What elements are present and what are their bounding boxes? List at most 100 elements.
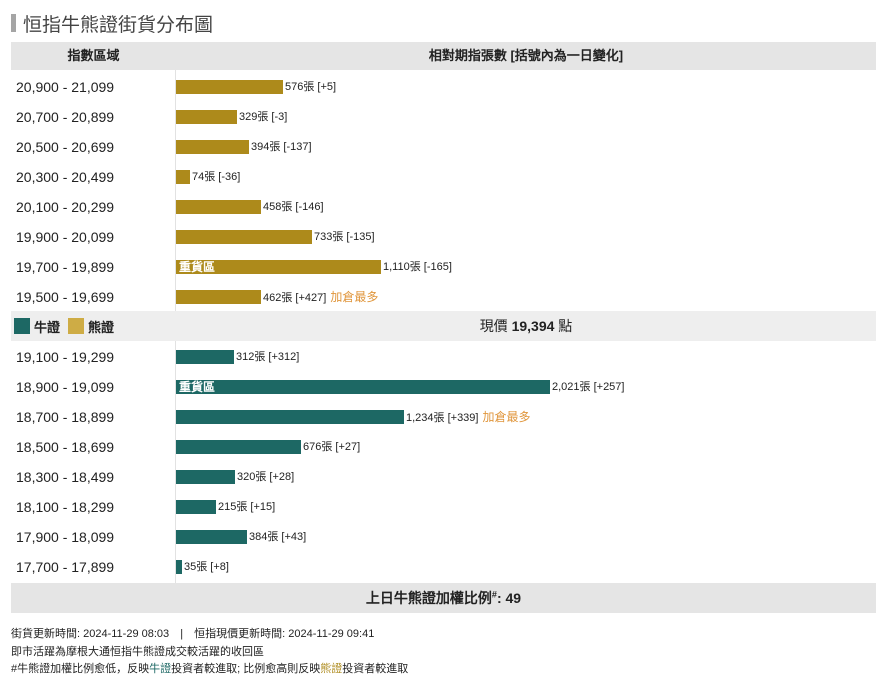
note2-bear: 熊證 [320, 663, 343, 675]
range-label: 19,500 - 19,699 [16, 289, 115, 305]
bar-value-label: 1,234張 [+339] 加倉最多 [406, 410, 531, 424]
footer-note-1: 即市活躍為摩根大通恒指牛熊證成交較活躍的收回區 [11, 646, 264, 658]
divider-top [175, 70, 176, 311]
current-price-prefix: 現價 [479, 318, 508, 334]
bar-value-label: 676張 [+27] [303, 441, 361, 453]
range-label: 19,900 - 20,099 [16, 229, 115, 245]
bull-bar [176, 500, 216, 514]
range-label: 19,700 - 19,899 [16, 259, 115, 275]
range-label: 20,300 - 20,499 [16, 169, 115, 185]
header-count: 相對期指張數 [括號內為一日變化] [428, 48, 624, 63]
bull-bar [176, 560, 182, 574]
note2-part-b: 投資者較進取; 比例愈高則反映 [171, 663, 321, 675]
bar-value-label: 329張 [-3] [239, 111, 288, 123]
table-row: 19,100 - 19,299 312張 [+312] [11, 342, 876, 372]
bar-value-label: 1,110張 [-165] [383, 261, 452, 273]
range-label: 18,100 - 18,299 [16, 499, 115, 515]
current-price: 現價 19,394 點 [176, 311, 876, 341]
footer-separator: | [180, 628, 184, 640]
footer-times: 街貨更新時間: 2024-11-29 08:03 | 恒指現價更新時間: 202… [11, 625, 374, 641]
table-row: 20,900 - 21,099 576張 [+5] [11, 72, 876, 102]
price-time-label: 恒指現價更新時間: [194, 628, 286, 640]
table-row: 19,700 - 19,899 重貨區 1,110張 [-165] [11, 252, 876, 282]
weighted-ratio: 上日牛熊證加權比例#: 49 [11, 583, 876, 613]
bar-value-label: 74張 [-36] [192, 171, 241, 183]
bear-bar [176, 200, 261, 214]
range-label: 20,500 - 20,699 [16, 139, 115, 155]
bar-value-label: 384張 [+43] [249, 531, 307, 543]
table-row: 17,900 - 18,099 384張 [+43] [11, 522, 876, 552]
bull-bar [176, 440, 301, 454]
bull-bar [176, 470, 235, 484]
update-time: 2024-11-29 08:03 [83, 628, 170, 640]
range-label: 18,900 - 19,099 [16, 379, 115, 395]
table-row: 20,100 - 20,299 458張 [-146] [11, 192, 876, 222]
bear-bar [176, 80, 283, 94]
table-row: 18,700 - 18,899 1,234張 [+339] 加倉最多 [11, 402, 876, 432]
footer-note-2: #牛熊證加權比例愈低，反映牛證投資者較進取; 比例愈高則反映熊證投資者較進取 [11, 660, 408, 676]
range-label: 20,100 - 20,299 [16, 199, 115, 215]
ratio-label: 上日牛熊證加權比例 [365, 590, 492, 606]
range-label: 17,700 - 17,899 [16, 559, 115, 575]
bull-swatch [14, 318, 30, 334]
bar-value-label: 2,021張 [+257] [552, 381, 625, 393]
bear-bar [176, 260, 381, 274]
table-row: 18,500 - 18,699 676張 [+27] [11, 432, 876, 462]
price-time: 2024-11-29 09:41 [288, 628, 375, 640]
legend-bear: 熊證 [88, 319, 115, 335]
range-label: 20,900 - 21,099 [16, 79, 115, 95]
bar-value-label: 458張 [-146] [263, 201, 324, 213]
bear-bar [176, 230, 312, 244]
page-title: 恒指牛熊證街貨分布圖 [23, 13, 214, 36]
table-row: 20,700 - 20,899 329張 [-3] [11, 102, 876, 132]
bull-bar [176, 530, 247, 544]
header-range: 指數區域 [67, 48, 120, 63]
legend: 牛證 熊證 [14, 311, 114, 341]
bar-value-label: 394張 [-137] [251, 141, 312, 153]
table-row: 20,300 - 20,499 74張 [-36] [11, 162, 876, 192]
bear-bar [176, 140, 249, 154]
current-price-value: 19,394 [511, 318, 555, 334]
bull-bar [176, 350, 234, 364]
heavy-zone-label: 重貨區 [179, 260, 216, 274]
range-label: 18,300 - 18,499 [16, 469, 115, 485]
bar-value-label: 312張 [+312] [236, 351, 300, 363]
most-added-label: 加倉最多 [482, 410, 531, 424]
current-price-band: 牛證 熊證 現價 19,394 點 [11, 311, 876, 341]
bull-bar [176, 410, 404, 424]
bar-value-label: 35張 [+8] [184, 561, 229, 573]
table-row: 17,700 - 17,899 35張 [+8] [11, 552, 876, 582]
divider-bottom [175, 341, 176, 583]
range-label: 20,700 - 20,899 [16, 109, 115, 125]
update-time-label: 街貨更新時間: [11, 628, 81, 640]
table-row: 18,900 - 19,099 重貨區 2,021張 [+257] [11, 372, 876, 402]
most-added-label: 加倉最多 [330, 290, 379, 304]
bar-value-label: 320張 [+28] [237, 471, 295, 483]
table-row: 18,100 - 18,299 215張 [+15] [11, 492, 876, 522]
range-label: 17,900 - 18,099 [16, 529, 115, 545]
title-accent-bar [11, 14, 16, 32]
range-label: 18,500 - 18,699 [16, 439, 115, 455]
bar-value-label: 733張 [-135] [314, 231, 375, 243]
table-row: 20,500 - 20,699 394張 [-137] [11, 132, 876, 162]
current-price-unit: 點 [558, 318, 573, 334]
bear-bar [176, 110, 237, 124]
ratio-value: 49 [505, 590, 522, 606]
bar-value-label: 462張 [+427] 加倉最多 [263, 290, 379, 304]
legend-bull: 牛證 [34, 319, 61, 335]
table-row: 19,500 - 19,699 462張 [+427] 加倉最多 [11, 282, 876, 312]
heavy-zone-label: 重貨區 [179, 380, 216, 394]
bull-bar [176, 380, 550, 394]
table-row: 18,300 - 18,499 320張 [+28] [11, 462, 876, 492]
table-row: 19,900 - 20,099 733張 [-135] [11, 222, 876, 252]
bear-swatch [68, 318, 85, 334]
bear-bar [176, 290, 261, 304]
bar-value-label: 215張 [+15] [218, 501, 276, 513]
range-label: 19,100 - 19,299 [16, 349, 115, 365]
note2-part-c: 投資者較進取 [342, 663, 409, 675]
bear-bar [176, 170, 190, 184]
bar-value-label: 576張 [+5] [285, 81, 337, 93]
range-label: 18,700 - 18,899 [16, 409, 115, 425]
note2-bull: 牛證 [149, 663, 172, 675]
table-header: 指數區域 相對期指張數 [括號內為一日變化] [11, 42, 876, 70]
